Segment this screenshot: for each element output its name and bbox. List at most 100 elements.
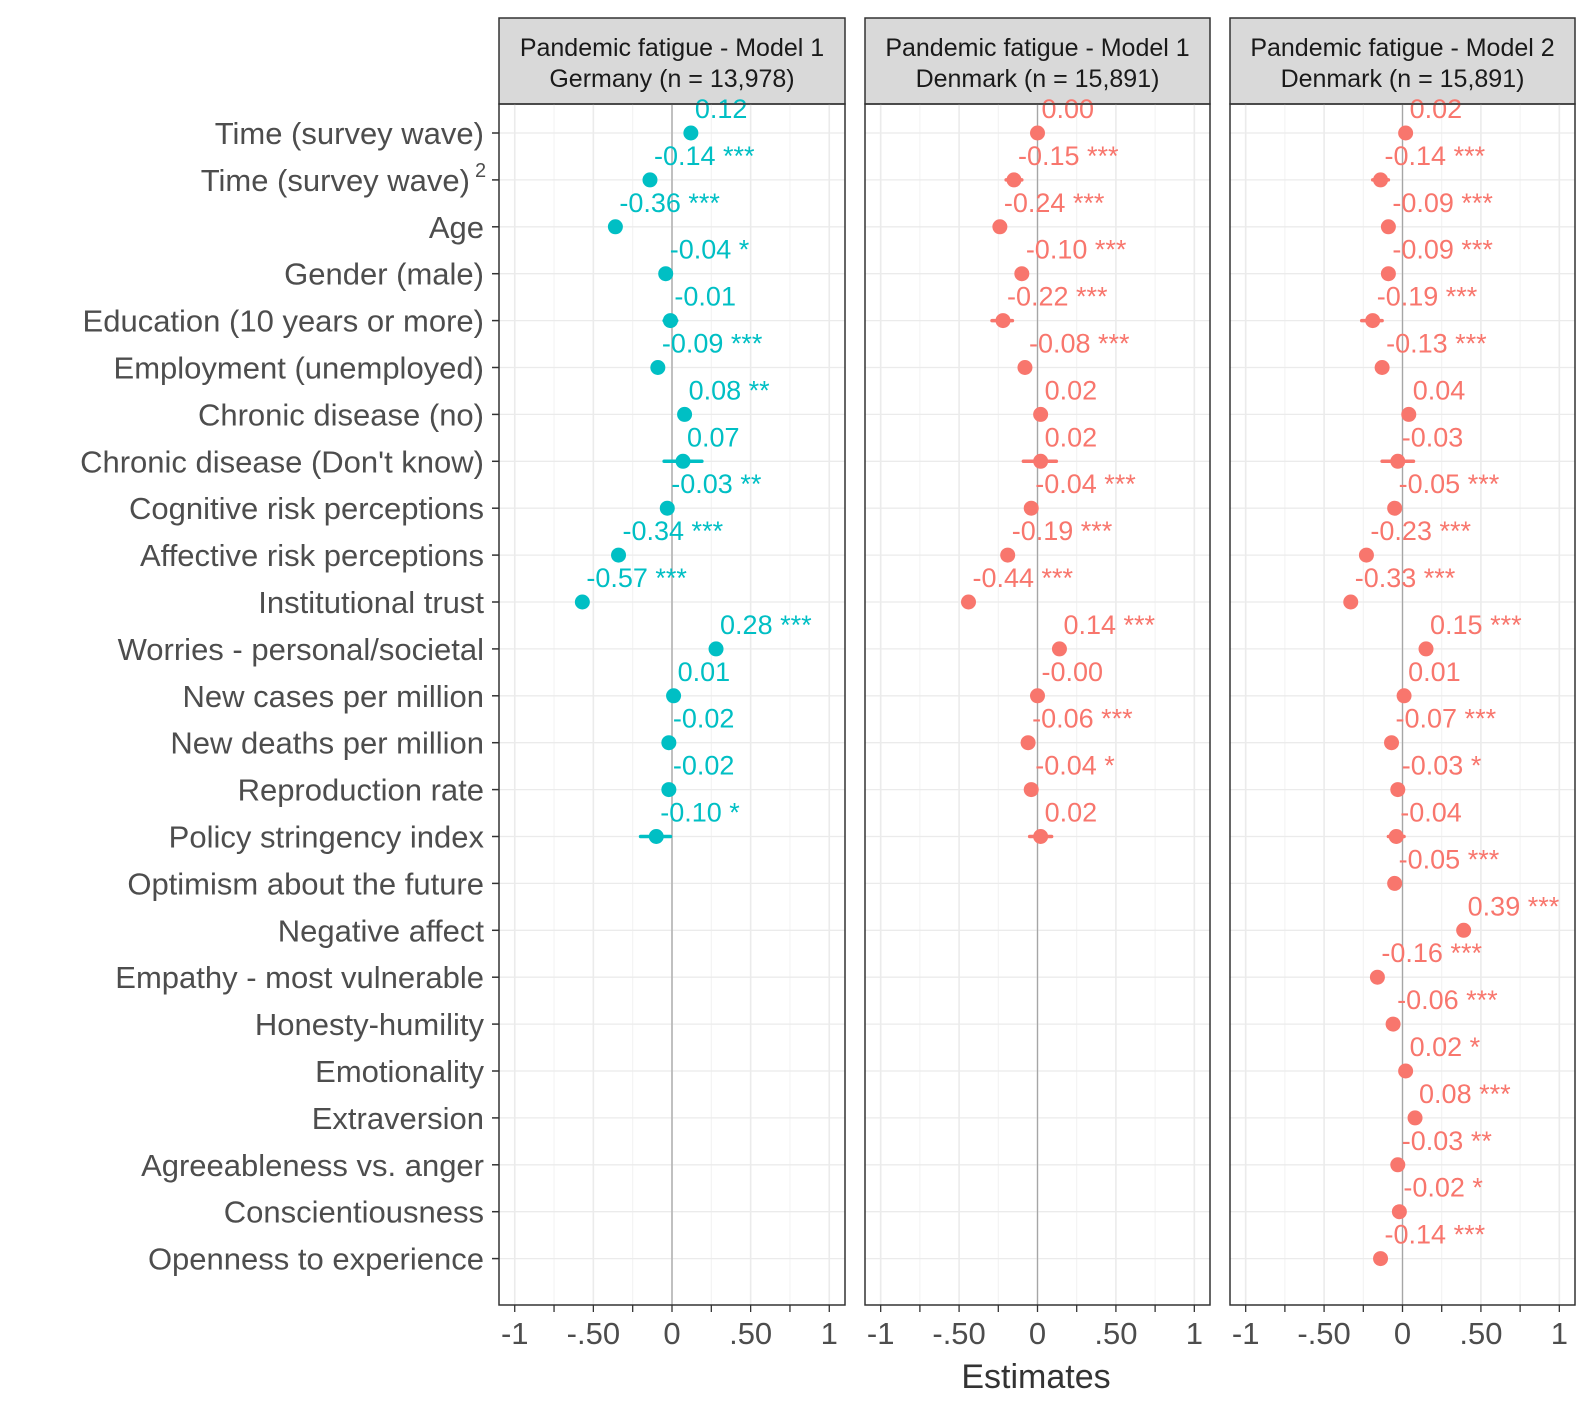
estimate-label: -0.03 bbox=[1402, 422, 1464, 452]
facet-strip bbox=[498, 17, 846, 105]
estimate-point bbox=[1407, 1110, 1423, 1126]
x-tick-label: -.50 bbox=[567, 1316, 620, 1351]
estimate-label: -0.04 *** bbox=[1035, 469, 1136, 499]
x-tick-label: 0 bbox=[1029, 1316, 1046, 1351]
estimate-point bbox=[1388, 829, 1404, 844]
x-tick-label: -1 bbox=[867, 1316, 895, 1351]
term-label: Extraversion bbox=[312, 1101, 484, 1136]
term-label: Reproduction rate bbox=[238, 773, 484, 808]
estimate-label: -0.14 *** bbox=[1385, 141, 1486, 171]
estimate-label: -0.19 *** bbox=[1012, 516, 1113, 546]
term-label: Gender (male) bbox=[284, 257, 484, 292]
estimate-point bbox=[666, 688, 682, 704]
estimate-label: -0.02 bbox=[673, 704, 735, 734]
facet-title-line1: Pandemic fatigue - Model 1 bbox=[520, 34, 824, 62]
estimate-label: -0.03 ** bbox=[1402, 1126, 1493, 1156]
facet-title-line2: Denmark (n = 15,891) bbox=[916, 65, 1160, 93]
facet-panels: Pandemic fatigue - Model 1 Germany (n = 1… bbox=[498, 17, 1576, 1351]
estimate-label: 0.02 bbox=[1045, 375, 1098, 405]
term-label: Agreeableness vs. anger bbox=[141, 1148, 484, 1183]
estimate-label: -0.44 *** bbox=[973, 563, 1074, 593]
estimate-point bbox=[1365, 313, 1381, 329]
estimate-point bbox=[658, 266, 674, 282]
term-label: Cognitive risk perceptions bbox=[129, 491, 484, 526]
term-label: Affective risk perceptions bbox=[140, 538, 484, 573]
term-label: Institutional trust bbox=[258, 585, 484, 620]
x-tick-label: 0 bbox=[1394, 1316, 1411, 1351]
estimate-point bbox=[675, 453, 691, 469]
estimate-point bbox=[1380, 266, 1396, 282]
estimate-point bbox=[1023, 500, 1039, 516]
estimate-label: 0.02 bbox=[1045, 798, 1098, 828]
estimate-point bbox=[1398, 125, 1414, 141]
term-label: Age bbox=[429, 210, 484, 245]
estimate-label: 0.02 bbox=[1410, 94, 1463, 124]
estimate-point bbox=[659, 500, 675, 516]
estimate-label: -0.02 * bbox=[1403, 1173, 1483, 1203]
estimate-label: -0.24 *** bbox=[1004, 188, 1105, 218]
estimate-point bbox=[611, 547, 627, 563]
facet-strip bbox=[864, 17, 1211, 105]
estimate-point bbox=[1017, 360, 1033, 375]
term-label: Time (survey wave) bbox=[201, 163, 470, 198]
estimate-label: -0.05 *** bbox=[1399, 469, 1500, 499]
x-tick-label: 0 bbox=[663, 1316, 680, 1351]
term-label: Negative affect bbox=[278, 913, 485, 948]
estimate-point bbox=[607, 219, 623, 235]
estimate-label: 0.39 *** bbox=[1468, 891, 1560, 921]
estimate-point bbox=[1006, 172, 1022, 188]
estimate-label: -0.36 *** bbox=[619, 188, 720, 218]
estimate-point bbox=[1398, 1063, 1414, 1079]
estimate-point bbox=[1000, 547, 1016, 563]
facet-title-line1: Pandemic fatigue - Model 1 bbox=[885, 34, 1189, 62]
x-tick-label: -1 bbox=[501, 1316, 529, 1351]
estimate-point bbox=[642, 172, 658, 188]
x-axis-title: Estimates bbox=[961, 1358, 1110, 1396]
estimate-point bbox=[1384, 735, 1400, 751]
term-label: Education (10 years or more) bbox=[83, 304, 484, 339]
x-tick-label: -.50 bbox=[1297, 1316, 1350, 1351]
term-label: Honesty-humility bbox=[255, 1007, 485, 1042]
estimate-label: -0.14 *** bbox=[1385, 1220, 1486, 1250]
estimate-label: 0.08 ** bbox=[689, 375, 771, 405]
facet-panel: Pandemic fatigue - Model 1 Denmark (n = 1… bbox=[864, 17, 1211, 1351]
estimate-label: 0.08 *** bbox=[1419, 1079, 1511, 1109]
estimate-label: -0.23 *** bbox=[1370, 516, 1471, 546]
estimate-point bbox=[1033, 406, 1049, 422]
estimate-label: -0.15 *** bbox=[1018, 141, 1119, 171]
term-label: New cases per million bbox=[183, 679, 485, 714]
estimate-label: 0.14 *** bbox=[1063, 610, 1155, 640]
estimate-label: -0.04 * bbox=[670, 235, 750, 265]
estimate-point bbox=[650, 360, 666, 375]
estimate-point bbox=[1391, 1204, 1407, 1220]
estimate-label: -0.10 *** bbox=[1026, 235, 1127, 265]
facet-title-line1: Pandemic fatigue - Model 2 bbox=[1250, 34, 1554, 62]
estimate-point bbox=[662, 313, 678, 329]
estimate-label: -0.14 *** bbox=[654, 141, 755, 171]
facet-strip bbox=[1229, 17, 1576, 105]
estimate-point bbox=[1418, 641, 1434, 657]
estimate-label: 0.15 *** bbox=[1430, 610, 1522, 640]
estimate-point bbox=[1387, 875, 1403, 891]
estimate-label: -0.04 bbox=[1400, 798, 1462, 828]
estimate-point bbox=[1343, 594, 1359, 610]
term-label: Openness to experience bbox=[148, 1242, 484, 1277]
estimate-point bbox=[1401, 406, 1417, 422]
estimate-point bbox=[1385, 1016, 1401, 1032]
term-label: Time (survey wave) bbox=[215, 116, 484, 151]
estimate-point bbox=[1390, 1157, 1406, 1173]
estimate-label: 0.00 bbox=[1042, 94, 1095, 124]
estimate-point bbox=[1369, 969, 1385, 985]
facet-title-line2: Germany (n = 13,978) bbox=[549, 65, 794, 93]
facet-panel: Pandemic fatigue - Model 2 Denmark (n = 1… bbox=[1229, 17, 1576, 1351]
estimate-label: -0.05 *** bbox=[1399, 844, 1500, 874]
x-tick-label: -1 bbox=[1232, 1316, 1260, 1351]
term-label: Policy stringency index bbox=[169, 820, 485, 855]
term-label: Conscientiousness bbox=[224, 1195, 484, 1230]
estimate-label: -0.02 bbox=[673, 751, 735, 781]
estimate-point bbox=[1456, 922, 1472, 938]
estimate-point bbox=[1051, 641, 1067, 657]
estimate-point bbox=[1390, 782, 1406, 798]
facet-title-line2: Denmark (n = 15,891) bbox=[1281, 65, 1525, 93]
